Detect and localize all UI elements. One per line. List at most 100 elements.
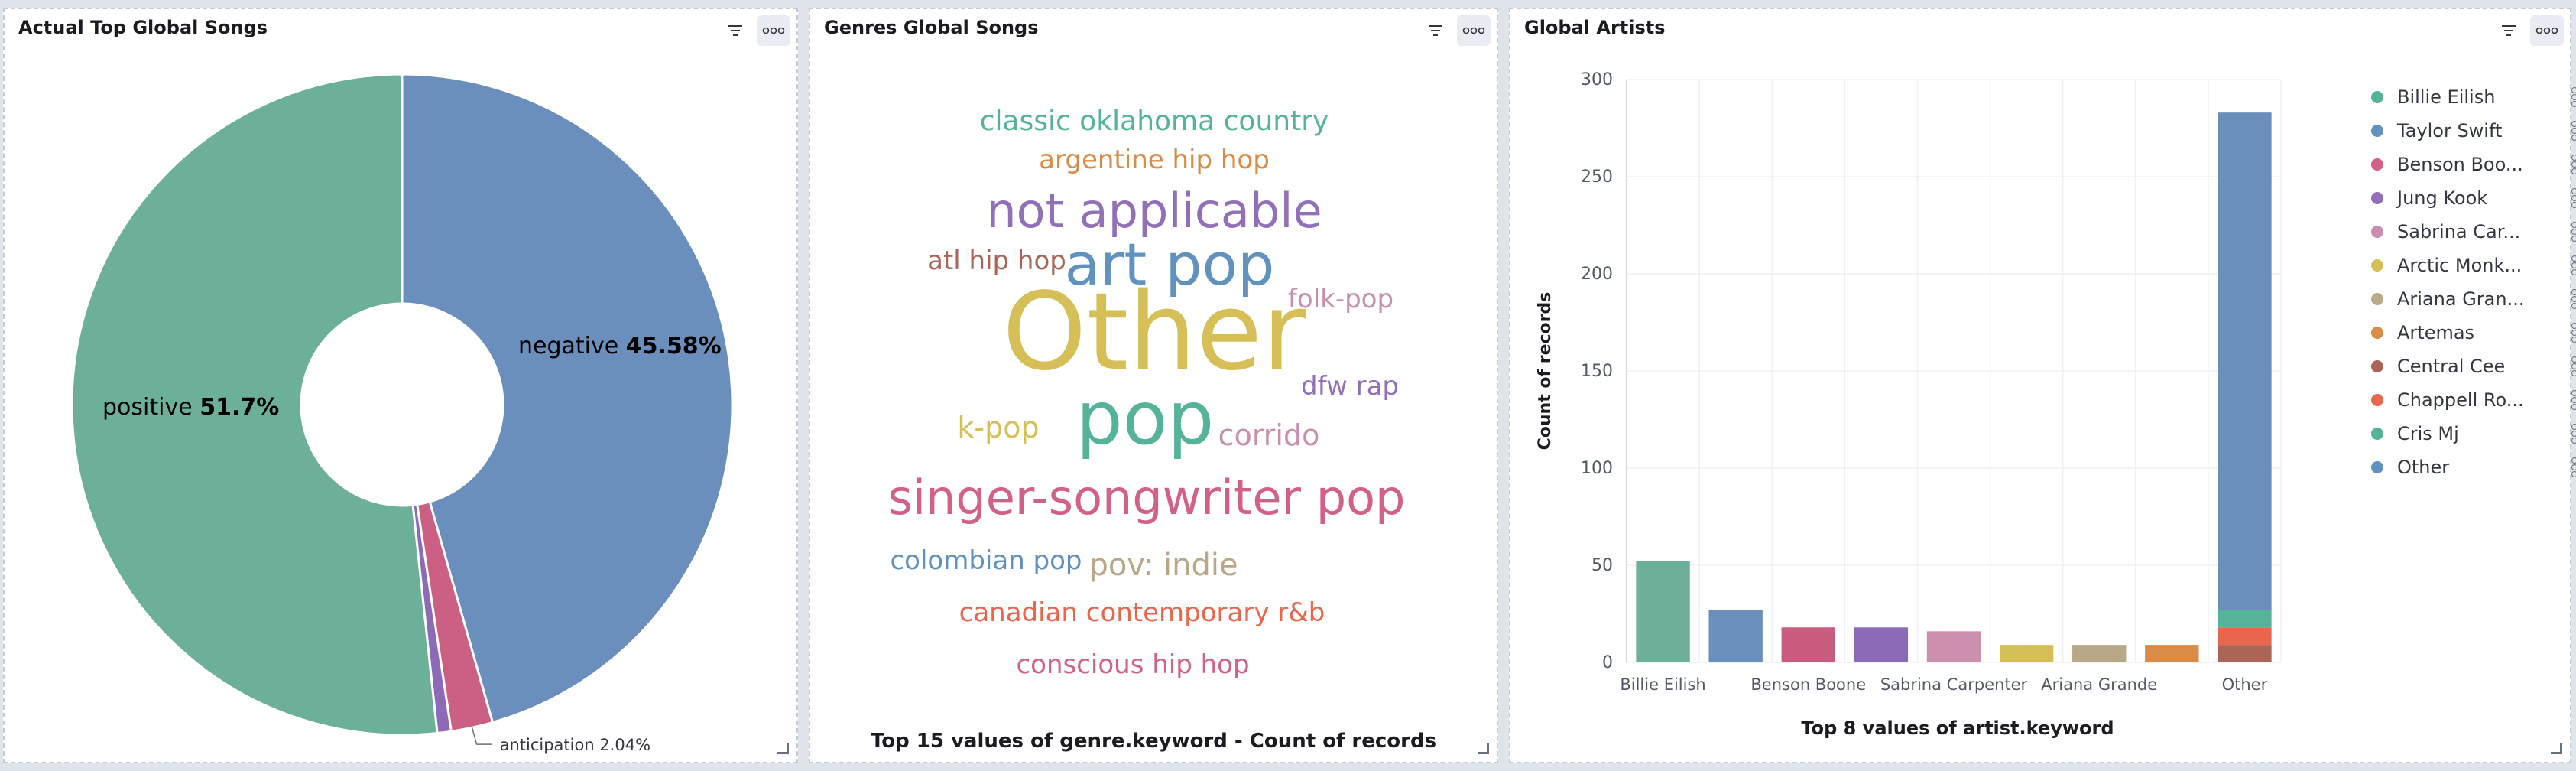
donut-label-positive: positive 51.7% (102, 394, 279, 421)
legend-options-icon[interactable] (2571, 121, 2576, 141)
filter-icon[interactable] (2492, 15, 2526, 46)
legend-item[interactable]: Chappell Ro... (2371, 389, 2576, 412)
x-tick-label: Benson Boone (1750, 675, 1866, 694)
legend-color-dot (2371, 259, 2383, 272)
y-axis-title: Count of records (1536, 292, 1555, 451)
y-tick-label: 200 (1581, 265, 1613, 284)
legend-item[interactable]: Sabrina Car... (2371, 220, 2576, 243)
legend-item[interactable]: Jung Kook (2371, 187, 2576, 210)
word-cloud-term[interactable]: Other (1002, 270, 1306, 395)
bar-segment-taylor-swift[interactable] (1708, 610, 1763, 662)
barchart-footer: Top 8 values of artist.keyword (1801, 717, 2114, 739)
legend-label: Jung Kook (2397, 187, 2488, 209)
bar-segment-other[interactable] (2218, 112, 2272, 610)
legend-color-dot (2371, 461, 2383, 473)
legend-label: Chappell Ro... (2397, 389, 2524, 411)
bar-segment-arctic-monkeys[interactable] (1999, 645, 2054, 662)
legend-color-dot (2371, 394, 2383, 406)
word-cloud-term[interactable]: singer-songwriter pop (888, 470, 1406, 525)
bar-segment-benson-boone[interactable] (1781, 627, 1835, 662)
panel-actual-top-global-songs: Actual Top Global Songs negative 45.58% p… (3, 8, 798, 763)
panel-options-icon[interactable] (757, 15, 790, 46)
legend-label: Cris Mj (2397, 423, 2459, 444)
legend-options-icon[interactable] (2571, 188, 2576, 208)
word-cloud-term[interactable]: classic oklahoma country (980, 106, 1329, 137)
legend-label: Artemas (2397, 322, 2475, 343)
legend-color-dot (2371, 226, 2383, 238)
bar-segment-ariana-grande[interactable] (2072, 645, 2127, 662)
legend-item[interactable]: Billie Eilish (2371, 86, 2576, 109)
y-tick-label: 150 (1581, 362, 1613, 381)
bar-segment-central-cee[interactable] (2218, 645, 2272, 662)
y-tick-label: 50 (1591, 556, 1613, 575)
legend-options-icon[interactable] (2571, 255, 2576, 275)
filter-icon[interactable] (1419, 15, 1452, 46)
bar-segment-billie-eilish[interactable] (1636, 561, 1690, 662)
legend-color-dot (2371, 360, 2383, 372)
legend-item[interactable]: Ariana Gran... (2371, 288, 2576, 311)
word-cloud-term[interactable]: pop (1076, 376, 1215, 461)
word-cloud-term[interactable]: not applicable (986, 183, 1322, 239)
resize-handle[interactable] (2551, 743, 2562, 754)
legend-options-icon[interactable] (2571, 289, 2576, 309)
legend-label: Sabrina Car... (2397, 221, 2521, 242)
bar-segment-chappell-roan[interactable] (2218, 627, 2272, 646)
legend-options-icon[interactable] (2571, 323, 2576, 343)
donut-chart: negative 45.58% positive 51.7% anticipatio… (70, 73, 734, 754)
y-tick-label: 250 (1581, 168, 1613, 187)
legend-options-icon[interactable] (2571, 390, 2576, 410)
legend-label: Arctic Monk... (2397, 255, 2522, 276)
legend-color-dot (2371, 158, 2383, 171)
word-cloud-term[interactable]: conscious hip hop (1016, 649, 1249, 680)
legend-label: Central Cee (2397, 356, 2506, 377)
x-tick-label: Sabrina Carpenter (1880, 675, 2028, 694)
donut-label-negative: negative 45.58% (518, 333, 722, 359)
legend-options-icon[interactable] (2571, 87, 2576, 107)
bar-segment-artemas[interactable] (2145, 645, 2199, 662)
x-tick-label: Ariana Grande (2041, 675, 2157, 694)
bar-chart: 0 50 100 150 200 250 300 Count of records Billie… (1536, 70, 2282, 694)
donut-label-anticipation: anticipation 2.04% (500, 736, 650, 754)
legend-label: Other (2397, 457, 2450, 478)
legend-options-icon[interactable] (2571, 457, 2576, 477)
legend-color-dot (2371, 327, 2383, 339)
word-cloud-term[interactable]: colombian pop (890, 545, 1082, 576)
bar-segment-cris-mj[interactable] (2218, 610, 2272, 628)
word-cloud-term[interactable]: atl hip hop (927, 246, 1066, 276)
panel-title: Global Artists (1524, 17, 1666, 38)
panel-options-icon[interactable] (1457, 15, 1491, 46)
resize-handle[interactable] (1478, 743, 1489, 754)
bar-segment-jung-kook[interactable] (1854, 627, 1909, 662)
legend-options-icon[interactable] (2571, 155, 2576, 174)
legend-item[interactable]: Benson Boo... (2371, 153, 2576, 176)
legend-item[interactable]: Artemas (2371, 321, 2576, 344)
legend-options-icon[interactable] (2571, 424, 2576, 444)
wordcloud-footer: Top 15 values of genre.keyword - Count o… (870, 730, 1437, 753)
donut-slice-positive[interactable] (70, 73, 439, 737)
resize-handle[interactable] (777, 743, 789, 754)
word-cloud-term[interactable]: folk-pop (1288, 284, 1393, 314)
bar-segment-sabrina-carpenter[interactable] (1926, 631, 1981, 662)
panel-actions (1419, 15, 1491, 46)
word-cloud-term[interactable]: argentine hip hop (1039, 145, 1270, 175)
legend-color-dot (2371, 293, 2383, 305)
filter-icon[interactable] (719, 15, 752, 46)
word-cloud-term[interactable]: canadian contemporary r&b (959, 597, 1325, 628)
panel-options-icon[interactable] (2530, 15, 2564, 46)
x-tick-label: Other (2222, 675, 2268, 694)
legend-item[interactable]: Taylor Swift (2371, 119, 2576, 142)
legend-item[interactable]: Central Cee (2371, 355, 2576, 378)
legend-item[interactable]: Other (2371, 456, 2576, 479)
word-cloud: classic oklahoma country argentine hip ho… (888, 106, 1406, 680)
legend-options-icon[interactable] (2571, 222, 2576, 242)
word-cloud-term[interactable]: k-pop (957, 411, 1039, 444)
legend-item[interactable]: Arctic Monk... (2371, 254, 2576, 277)
word-cloud-term[interactable]: pov: indie (1088, 548, 1238, 583)
legend-item[interactable]: Cris Mj (2371, 422, 2576, 445)
legend-options-icon[interactable] (2571, 356, 2576, 376)
word-cloud-term[interactable]: dfw rap (1301, 371, 1399, 402)
word-cloud-term[interactable]: art pop (1065, 230, 1275, 298)
donut-slice-negative[interactable] (401, 73, 734, 724)
word-cloud-term[interactable]: corrido (1218, 418, 1320, 452)
legend-label: Benson Boo... (2397, 154, 2523, 175)
